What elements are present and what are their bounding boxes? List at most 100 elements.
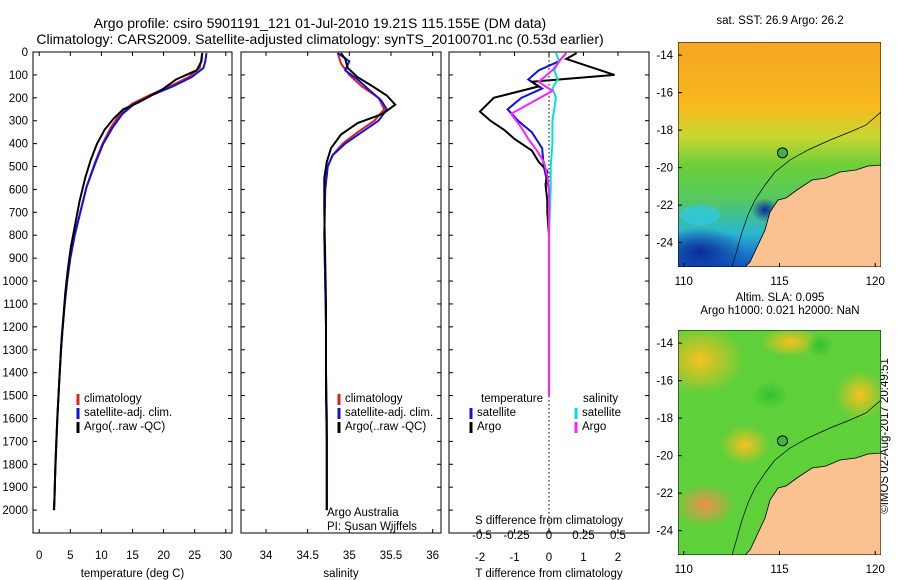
map-x-tick-label: 120 [866, 276, 885, 288]
salinity-annotation-line1: Argo Australia [327, 507, 399, 519]
temperature-legend-label-2: Argo(..raw -QC) [84, 421, 165, 433]
x-tick-label: -1 [509, 552, 519, 564]
sst-map-argo-marker [776, 147, 788, 159]
map-x-tick-label: 110 [675, 276, 693, 288]
x-tick-label: 35.5 [380, 550, 402, 562]
salinity-frame [240, 51, 442, 534]
y-tick-label: 1000 [2, 276, 28, 288]
sst-map-land [744, 164, 881, 267]
y-tick-label: 500 [9, 162, 28, 174]
x-tick-label: 10 [95, 550, 108, 562]
top-x-tick-label: 0 [546, 530, 552, 542]
difference-legend-right-title: salinity [583, 393, 618, 405]
difference-legend-right-label-0: satellite [582, 407, 621, 419]
series-line-satellite-adj-clim- [53, 52, 208, 511]
y-tick-label: 1900 [2, 482, 28, 494]
y-tick-label: 2000 [2, 505, 28, 517]
x-tick-label: 34.5 [296, 550, 318, 562]
sla-map-high-anomaly [760, 330, 820, 357]
sla-map [678, 330, 881, 555]
x-tick-label: 15 [126, 550, 139, 562]
y-tick-label: 300 [9, 116, 28, 128]
salinity-xlabel: salinity [323, 568, 358, 580]
difference-panel: -2 -1 0 1 2 -0.5 -0.25 0 0.25 0.5 S difference fro… [448, 51, 650, 580]
map-y-tick-label: -22 [656, 200, 673, 212]
y-tick-label: 0 [22, 47, 28, 59]
map-x-tick-label: 115 [770, 276, 788, 288]
series-line-argo-raw-qc- [323, 52, 397, 511]
sla-map-land [744, 452, 881, 555]
y-tick-label: 800 [9, 230, 28, 242]
x-tick-label: 25 [188, 550, 201, 562]
x-tick-label: 30 [219, 550, 232, 562]
temperature-panel: 0100200300400500600700800900100011001200… [2, 47, 233, 580]
sla-map-argo-marker [776, 435, 788, 447]
sla-map-high-anomaly [835, 370, 881, 420]
x-tick-label: 35 [343, 550, 356, 562]
salinity-panel: 34 34.5 35 35.5 36 salinity climatology satelli… [240, 51, 442, 580]
y-tick-label: 1200 [2, 322, 28, 334]
figure-title-line1: Argo profile: csiro 5901191_121 01-Jul-2… [93, 15, 547, 31]
sla-map-low-anomaly [806, 333, 834, 357]
map-y-tick-label: -14 [656, 50, 673, 62]
difference-legend-right-label-1: Argo [582, 421, 606, 433]
map-y-tick-label: -24 [656, 238, 673, 250]
map-y-tick-label: -20 [656, 163, 673, 175]
sst-map-title: sat. SST: 26.9 Argo: 26.2 [716, 15, 844, 27]
salinity-legend-label-0: climatology [345, 393, 403, 405]
sst-map-cyan-patch [680, 205, 720, 225]
y-tick-label: 900 [9, 253, 28, 265]
y-tick-label: 600 [9, 184, 28, 196]
x-tick-label: 36 [426, 550, 439, 562]
salinity-annotation-line2: PI: Susan Wijffels [327, 521, 417, 533]
sla-map-high-anomaly [720, 425, 770, 465]
x-tick-label: 34 [260, 550, 273, 562]
top-x-tick-label: 0.25 [572, 530, 594, 542]
x-tick-label: 0 [36, 550, 42, 562]
x-tick-label: 20 [157, 550, 170, 562]
top-x-tick-label: -0.5 [472, 530, 492, 542]
map-x-tick-label: 115 [770, 564, 788, 576]
y-tick-label: 400 [9, 139, 28, 151]
sst-map-cold-patch [678, 227, 745, 267]
sst-map-shelf-contour [731, 111, 881, 267]
sla-map-low-anomaly [752, 381, 788, 409]
y-tick-label: 1300 [2, 345, 28, 357]
series-line-argo-raw-qc- [52, 53, 204, 511]
map-y-tick-label: -14 [656, 338, 673, 350]
temperature-xlabel: temperature (deg C) [81, 568, 185, 580]
difference-legend-left-label-0: satellite [477, 407, 516, 419]
x-tick-label: 1 [580, 552, 586, 564]
y-tick-label: 100 [9, 70, 28, 82]
map-y-tick-label: -20 [656, 451, 673, 463]
map-y-tick-label: -24 [656, 526, 673, 538]
map-y-tick-label: -22 [656, 488, 673, 500]
map-x-tick-label: 110 [675, 564, 693, 576]
series-line-satellite-adj-clim- [323, 52, 389, 511]
temperature-legend-label-0: climatology [84, 393, 142, 405]
y-tick-label: 1600 [2, 413, 28, 425]
difference-legend-left-label-1: Argo [477, 421, 501, 433]
y-tick-label: 1100 [3, 299, 28, 311]
map-x-tick-label: 120 [866, 564, 885, 576]
y-tick-label: 1800 [2, 459, 28, 471]
top-x-tick-label: 0.5 [610, 530, 626, 542]
sla-map-high-anomaly [678, 330, 745, 395]
difference-xlabel-top: S difference from climatology [475, 515, 623, 527]
temperature-frame [32, 51, 233, 534]
top-x-tick-label: -0.25 [503, 530, 529, 542]
x-tick-label: -2 [475, 552, 485, 564]
map-y-tick-label: -16 [656, 376, 673, 388]
difference-xlabel: T difference from climatology [475, 568, 622, 580]
series-line-salinity-satellite [548, 52, 561, 396]
y-tick-label: 700 [9, 207, 28, 219]
series-line-temperature-satellite [506, 52, 567, 396]
y-tick-label: 1700 [2, 436, 28, 448]
map-y-tick-label: -16 [656, 88, 673, 100]
temperature-legend-label-1: satellite-adj. clim. [84, 407, 172, 419]
sla-map-title-line2: Argo h1000: 0.021 h2000: NaN [700, 305, 860, 317]
map-y-tick-label: -18 [656, 413, 673, 425]
x-tick-label: 2 [615, 552, 621, 564]
figure-title-line2: Climatology: CARS2009. Satellite-adjuste… [36, 31, 604, 47]
